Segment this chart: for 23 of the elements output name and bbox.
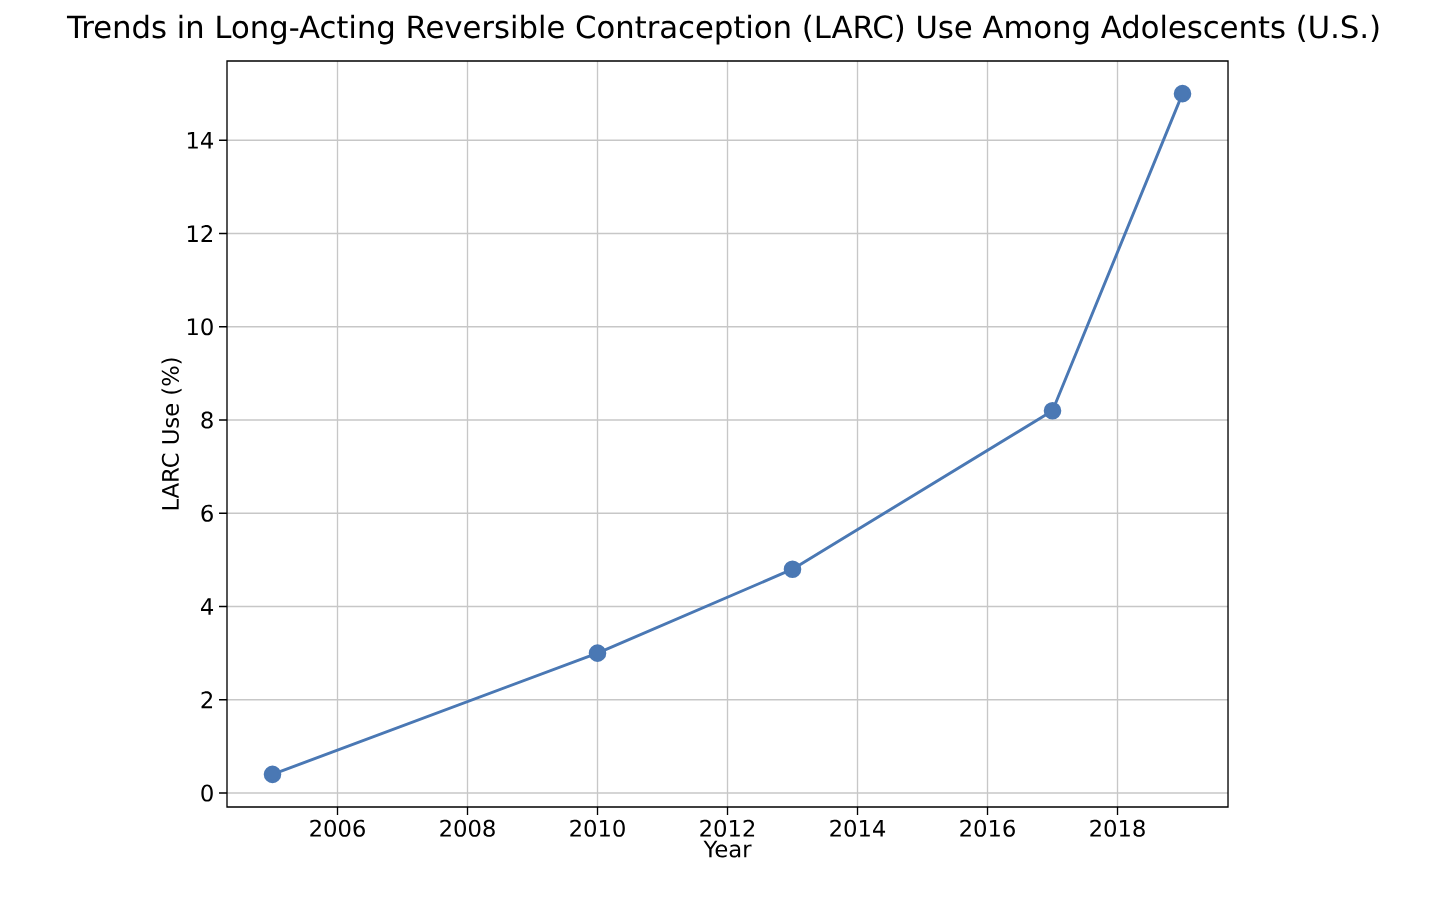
point: [1043, 401, 1062, 420]
x-tick-label: 2016: [960, 819, 1015, 837]
x-tick-label: 2008: [440, 819, 495, 837]
x-tick-label: 2012: [700, 819, 755, 837]
y-axis-title: LARC Use (%): [161, 358, 182, 510]
x-tick-label: 2006: [310, 819, 365, 837]
x-tick-label: 2014: [830, 819, 886, 837]
y-tick-label: 10: [187, 318, 213, 336]
y-tick-label: 6: [201, 504, 213, 522]
point: [588, 644, 607, 662]
y-tick-label: 0: [201, 784, 213, 802]
point: [263, 765, 282, 784]
x-tick-label: 2018: [1090, 819, 1145, 837]
y-tick-label: 14: [187, 132, 214, 149]
y-tick-label: 2: [201, 691, 213, 709]
x-tick-label: 2010: [570, 819, 625, 837]
y-tick-label: 12: [187, 225, 213, 242]
point: [1173, 84, 1192, 103]
chart-title: Trends in Long-Acting Reversible Contraception (LARC) Use Among Adolescents (U.S.): [66, 14, 1379, 45]
x-axis-title: Year: [703, 840, 752, 858]
y-tick-label: 4: [200, 598, 214, 615]
point: [783, 560, 802, 579]
y-tick-label: 8: [201, 411, 213, 429]
